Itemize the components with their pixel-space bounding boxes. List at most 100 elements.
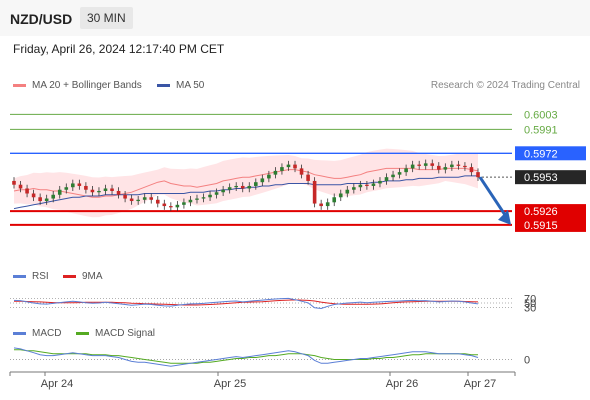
chart-header: NZD/USD 30 MIN (0, 0, 590, 36)
candle-body (195, 198, 199, 200)
candle-body (84, 185, 88, 190)
bollinger-band (14, 148, 478, 218)
legend-rsi-ma-label: 9MA (82, 271, 103, 282)
candle-body (280, 167, 284, 171)
legend-rsi-ma: 9MA (63, 271, 103, 282)
candle-body (214, 192, 219, 195)
macd-line (13, 347, 479, 367)
level-label-resistance-1: 0.5991 (524, 124, 558, 136)
candle-body (116, 190, 121, 195)
level-label-support-2: 0.5915 (524, 220, 558, 232)
macd-signal-line (14, 349, 478, 364)
candle-body (463, 165, 467, 168)
legend-rsi-swatch (13, 274, 26, 278)
legend-ma50-swatch (157, 83, 170, 87)
x-axis-tick-label: Apr 26 (386, 378, 418, 390)
candle-body (142, 197, 147, 200)
candle-body (404, 168, 408, 173)
legend-macd-signal: MACD Signal (76, 328, 155, 339)
candle-body (103, 188, 108, 191)
legend-ma20: MA 20 + Bollinger Bands (13, 80, 142, 91)
candle-body (182, 202, 186, 205)
timestamp: Friday, April 26, 2024 12:17:40 PM CET (13, 42, 225, 56)
candle-body (162, 203, 167, 207)
forecast-arrow-head (498, 209, 511, 225)
candle-body (97, 190, 101, 193)
legend-ma20-swatch (13, 83, 26, 87)
level-tag-support-1 (515, 204, 586, 219)
candle-body (64, 187, 69, 190)
candle-body (384, 177, 389, 181)
candle-body (31, 193, 36, 198)
currency-pair-title: NZD/USD (10, 11, 73, 27)
legend-rsi: RSI (13, 271, 49, 282)
candle-body (155, 199, 160, 204)
level-label-support-1: 0.5926 (524, 206, 558, 218)
candle-body (312, 180, 317, 204)
candle-body (267, 174, 271, 179)
candle-body (325, 202, 330, 207)
level-tag-support-2 (515, 217, 586, 232)
candle-body (306, 174, 310, 181)
candle-body (57, 189, 62, 195)
x-axis-tick-label: Apr 27 (464, 378, 496, 390)
research-credit: Research © 2024 Trading Central (430, 80, 580, 91)
candle-body (188, 199, 193, 203)
level-tag-pivot (515, 146, 586, 161)
candle-body (71, 183, 75, 188)
level-label-resistance-2: 0.6003 (524, 109, 558, 121)
candle-body (38, 197, 42, 202)
legend-macd-label: MACD (32, 328, 62, 339)
candle-body (77, 183, 82, 186)
candle-body (365, 184, 369, 186)
candle-body (430, 163, 435, 166)
candle-body (417, 164, 421, 166)
candle-body (299, 168, 304, 175)
candle-body (247, 185, 252, 189)
timeframe-button[interactable]: 30 MIN (80, 7, 133, 29)
candle-body (469, 167, 474, 173)
candle-body (51, 194, 56, 199)
candle-body (208, 194, 212, 198)
candle-body (423, 163, 428, 166)
legend-ma50-label: MA 50 (176, 80, 205, 91)
candle-body (443, 167, 448, 170)
legend-macd-signal-label: MACD Signal (95, 328, 156, 339)
level-label-pivot: 0.5972 (524, 148, 558, 160)
candle-body (201, 197, 206, 199)
legend-ma20-label: MA 20 + Bollinger Bands (32, 80, 142, 91)
candle-body (175, 204, 180, 208)
candle-body (345, 189, 350, 194)
candle-body (240, 185, 245, 189)
x-axis-tick-label: Apr 25 (214, 378, 246, 390)
level-label-last-price: 0.5953 (524, 172, 558, 184)
candle-body (450, 164, 454, 168)
level-tag-last-price (515, 170, 586, 185)
legend-ma50: MA 50 (157, 80, 204, 91)
candle-body (456, 164, 461, 166)
legend-macd: MACD (13, 328, 61, 339)
candle-body (358, 184, 363, 188)
candle-body (169, 206, 173, 208)
ma50-line (13, 175, 478, 210)
rsi-tick-label: 70 (524, 294, 536, 306)
candle-body (12, 180, 16, 185)
candle-body (129, 198, 134, 202)
candle-body (234, 185, 238, 188)
candle-body (227, 187, 232, 190)
candle-body (18, 184, 23, 189)
candle-body (436, 165, 441, 170)
candle-body (371, 183, 376, 186)
candle-body (293, 164, 297, 169)
x-axis-tick-label: Apr 24 (41, 378, 73, 390)
candle-body (123, 194, 127, 199)
candle-body (90, 189, 95, 193)
macd-tick-label: 0 (524, 354, 530, 366)
candle-body (378, 180, 382, 184)
candle-body (221, 189, 225, 193)
rsi-ma-line (14, 299, 479, 306)
candle-body (391, 174, 395, 178)
candle-body (273, 170, 278, 175)
candle-body (254, 182, 258, 186)
candle-body (44, 198, 49, 202)
